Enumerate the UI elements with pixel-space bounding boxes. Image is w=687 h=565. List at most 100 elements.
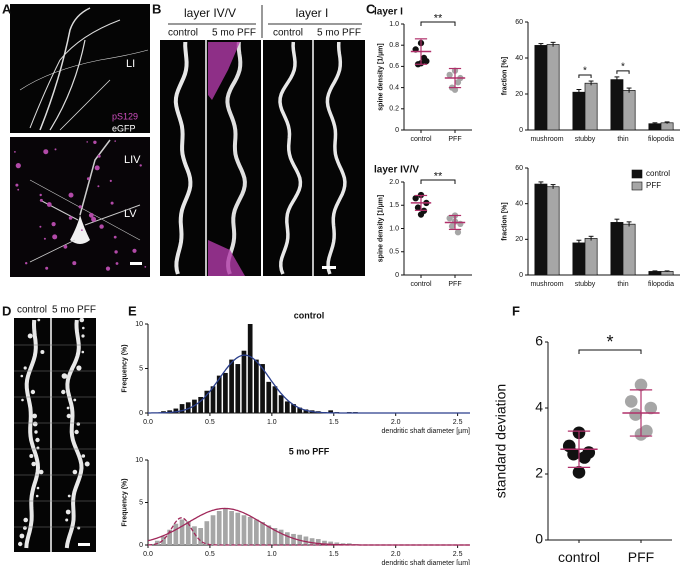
data-point [629,408,642,421]
image-label: LV [124,208,137,220]
data-point [420,54,428,62]
micrograph [14,318,96,552]
spine [66,413,72,419]
histogram-bar [303,536,309,545]
y-tick-label: 0 [519,272,523,279]
histogram-bar [303,409,309,413]
histogram-bar [272,386,278,413]
data-point [567,447,580,461]
histogram-bar [297,407,303,413]
spine [40,350,45,354]
stain-spot [15,183,19,187]
histogram-bar [179,404,185,413]
x-tick-label: thin [617,136,628,143]
stain-spot [132,248,137,253]
stain-spot [113,235,117,239]
histogram-bar [260,522,265,545]
y-tick-label: 40 [515,201,523,208]
histogram-bar [254,519,259,545]
chart-title: control [294,310,325,320]
charts: 0 0.2 0.4 0.6 0.8 1.0 spine density [1/µm] laye… [122,7,680,565]
dendrite [173,41,193,275]
neurite [19,49,149,91]
stain-spot [54,148,57,151]
y-axis-label: standard deviation [493,384,509,498]
y-axis-label: Frequency (%) [122,478,129,526]
spine [35,494,39,498]
image-label: LI [126,58,135,70]
spine [30,389,36,395]
spine [37,318,41,322]
neurite [29,239,76,263]
x-tick-label: 2.0 [391,551,401,558]
spine [21,398,24,402]
panel-letter: C [366,1,376,16]
y-tick-label: 0 [139,410,143,417]
stain-spot [115,262,119,265]
histogram-bar [346,543,352,545]
significance-bracket [420,21,456,26]
histogram-bar [192,399,197,413]
histogram-bar [235,512,241,545]
x-tick-label: control [410,136,431,143]
y-tick-label: 10 [135,457,143,464]
histogram-bar [216,511,222,545]
stain-spot [99,224,104,229]
x-tick-label: 0.5 [205,419,215,426]
y-tick-label: 40 [515,55,523,62]
histogram-bar [210,386,216,413]
column-label: 5 mo PFF [317,28,361,39]
image-label: eGFP [112,123,136,133]
dendrite [24,319,41,549]
stain-spot [81,229,83,232]
significance-label: * [621,62,625,73]
histogram-bar [247,516,253,545]
column-label: 5 mo PFF [52,305,96,316]
data-point [572,466,586,479]
spine [61,389,66,395]
y-tick-label: 1.0 [389,21,399,28]
dendrite [325,41,347,275]
bar [622,90,636,131]
spine [23,366,27,370]
histogram-bar [254,359,259,413]
stain-spot [39,198,43,202]
stain-spot [91,216,97,222]
stain-spot [39,193,42,197]
x-tick-label: PFF [448,281,461,288]
spine [36,486,40,490]
stain-spot [46,202,52,207]
stain-spot [68,216,73,220]
data-point [446,215,453,222]
bar [572,91,586,131]
histogram-bar [334,542,340,545]
y-axis-label: Frequency (%) [122,344,129,392]
significance-bracket [578,74,592,79]
histogram-bar [229,359,234,413]
histogram-bar [278,529,284,545]
stain-spot [78,205,82,209]
significance-label: ** [434,12,443,24]
spine [67,494,71,498]
y-tick-label: 0.8 [389,42,399,49]
spine [65,518,69,522]
histogram-bar [204,521,210,545]
x-tick-label: 2.0 [391,419,401,426]
data-point [412,195,419,202]
x-tick-label: 1.5 [329,419,339,426]
stain-spot [25,262,28,265]
spine [72,469,78,475]
spine [81,334,85,338]
histogram-bar [179,519,185,545]
y-axis-label: fraction [%] [502,202,509,241]
spine [18,541,23,547]
x-axis-label: dendritic shaft diameter [µm] [382,428,471,435]
stain-spot [139,164,142,167]
x-tick-label: filopodia [648,136,674,143]
stain-spot [43,149,49,155]
x-tick-label: PFF [448,136,461,143]
histogram-bar [167,410,173,413]
histogram-bar [235,364,241,413]
histogram-bar [198,528,203,545]
x-tick-label: control [558,549,600,565]
